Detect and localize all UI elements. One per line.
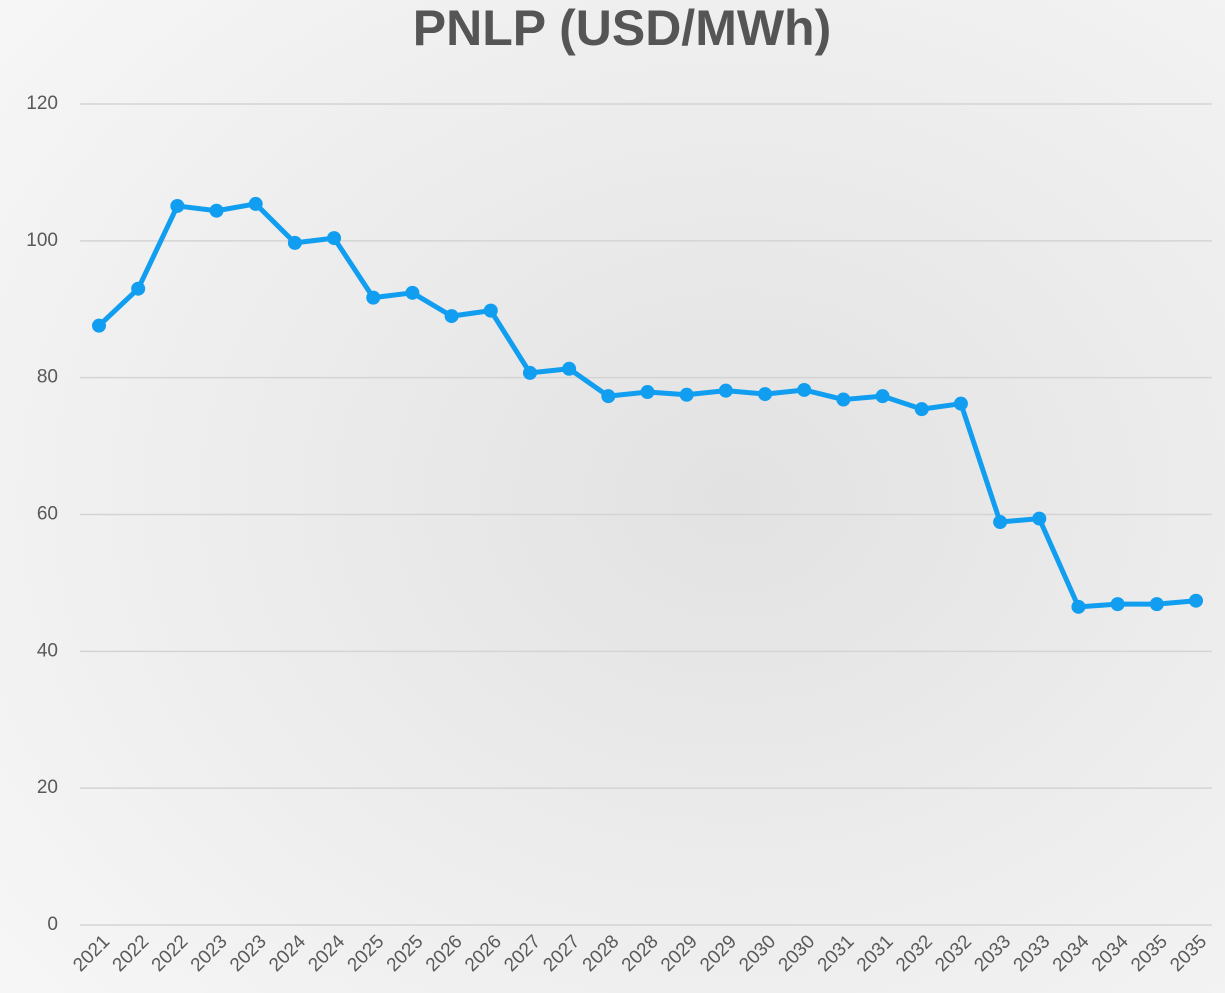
y-tick-label: 60 [37,504,58,525]
point [1189,594,1203,608]
background [0,0,1225,993]
point [131,282,145,296]
point [797,383,811,397]
point [523,366,537,380]
point [836,393,850,407]
point [1111,597,1125,611]
point [915,402,929,416]
point [1150,597,1164,611]
point [445,309,459,323]
y-tick-label: 120 [26,93,58,114]
point [954,397,968,411]
y-tick-label: 0 [47,914,58,935]
point [170,199,184,213]
chart: PNLP (USD/MWh) 0204060801001202021202220… [0,0,1225,993]
point [92,319,106,333]
point [210,204,224,218]
point [876,389,890,403]
point [719,384,733,398]
y-tick-label: 100 [26,230,58,251]
point [562,362,576,376]
point [1071,600,1085,614]
point [993,515,1007,529]
point [1032,512,1046,526]
point [249,197,263,211]
point [288,236,302,250]
point [601,389,615,403]
point [327,231,341,245]
y-tick-label: 20 [37,777,58,798]
y-tick-label: 80 [37,367,58,388]
point [758,387,772,401]
point [641,385,655,399]
point [680,388,694,402]
point [366,291,380,305]
y-tick-label: 40 [37,640,58,661]
point [484,304,498,318]
point [405,286,419,300]
chart-title: PNLP (USD/MWh) [413,0,831,56]
